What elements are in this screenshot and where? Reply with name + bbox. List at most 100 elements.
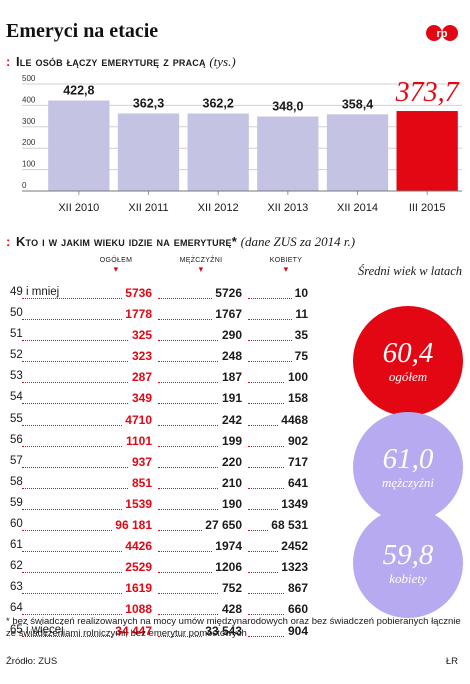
bar-value-label: 358,4 xyxy=(342,97,373,111)
dotted-leader xyxy=(158,530,242,532)
age-cell: 50 xyxy=(10,307,23,320)
men-cell: 752 xyxy=(218,581,242,596)
women-cell: 75 xyxy=(291,349,308,364)
dotted-leader xyxy=(158,424,242,426)
total-cell: 1088 xyxy=(122,602,152,617)
women-cell: 1323 xyxy=(278,560,308,575)
total-cell: 287 xyxy=(128,370,152,385)
age-cell: 59 xyxy=(10,496,23,509)
women-cell: 1349 xyxy=(278,496,308,511)
y-tick-label: 0 xyxy=(22,181,27,190)
table-row: 55 4710 242 4468 xyxy=(8,411,328,432)
men-cell: 191 xyxy=(218,391,242,406)
dotted-leader xyxy=(248,466,308,468)
age-cell: 56 xyxy=(10,433,23,446)
total-cell: 325 xyxy=(128,328,152,343)
dotted-leader xyxy=(248,635,308,637)
total-cell: 1778 xyxy=(122,307,152,322)
women-cell: 10 xyxy=(291,286,308,300)
y-tick-label: 300 xyxy=(22,117,36,126)
men-cell: 199 xyxy=(218,433,242,448)
men-cell: 428 xyxy=(218,602,242,617)
bar-value-label: 362,2 xyxy=(203,96,234,110)
dotted-leader xyxy=(248,508,308,510)
dotted-leader xyxy=(158,635,242,637)
age-cell: 53 xyxy=(10,370,23,383)
dotted-leader xyxy=(158,319,242,321)
bar-chart: 0 100 200 300 400 500 422,8 XII 2010 362,3 XII 20… xyxy=(22,74,462,214)
dotted-leader xyxy=(158,551,242,553)
age-cell: 64 xyxy=(10,602,23,615)
dotted-leader xyxy=(22,340,152,342)
x-tick-label: III 2015 xyxy=(409,202,446,214)
heading-bullet: : xyxy=(6,234,11,249)
table-row: 51 325 290 35 xyxy=(8,326,328,347)
dotted-leader xyxy=(158,466,242,468)
men-cell: 190 xyxy=(218,496,242,511)
dotted-leader xyxy=(22,382,152,384)
dotted-leader xyxy=(22,361,152,363)
average-age-label: Średni wiek w latach xyxy=(357,264,463,278)
table-row: 62 2529 1206 1323 xyxy=(8,558,328,579)
y-tick-label: 500 xyxy=(22,74,36,83)
table-heading: : Kto i w jakim wieku idzie na emeryturę… xyxy=(6,234,355,250)
x-tick-label: XII 2011 xyxy=(128,202,168,214)
average-age-total-value: 60,4 xyxy=(382,337,434,369)
dotted-leader xyxy=(248,424,308,426)
age-cell: 51 xyxy=(10,328,23,341)
average-age-total-label: ogółem xyxy=(388,369,428,384)
dotted-leader xyxy=(248,319,308,321)
dotted-leader xyxy=(158,382,242,384)
dotted-leader xyxy=(22,403,152,405)
age-cell: 63 xyxy=(10,581,23,594)
dotted-leader xyxy=(158,614,242,616)
women-cell: 717 xyxy=(284,454,308,469)
total-cell: 1101 xyxy=(122,433,152,448)
women-cell: 902 xyxy=(284,433,308,448)
average-age-women-value: 59,8 xyxy=(382,539,434,571)
men-cell: 290 xyxy=(218,328,242,343)
dotted-leader xyxy=(22,635,152,637)
dotted-leader xyxy=(248,361,308,363)
table-row: 61 4426 1974 2452 xyxy=(8,537,328,558)
table-row: 53 287 187 100 xyxy=(8,368,328,389)
source-note: Źródło: ZUS xyxy=(6,656,58,667)
total-cell: 34 447 xyxy=(112,623,152,638)
women-cell: 660 xyxy=(284,602,308,617)
table-row: 58 851 210 641 xyxy=(8,474,328,495)
dotted-leader xyxy=(158,298,242,299)
bar-value-label: 362,3 xyxy=(133,96,164,110)
women-cell: 68 531 xyxy=(268,518,308,533)
table-row: 64 1088 428 660 xyxy=(8,600,328,621)
table-row: 59 1539 190 1349 xyxy=(8,495,328,516)
bar xyxy=(396,111,458,191)
column-header-men: mężczyźni ▾ xyxy=(166,254,236,274)
table-row: 54 349 191 158 xyxy=(8,389,328,410)
men-cell: 33 543 xyxy=(202,623,242,638)
x-tick-label: XII 2013 xyxy=(267,202,308,214)
men-cell: 27 650 xyxy=(202,518,242,533)
column-header-label: mężczyźni xyxy=(179,254,223,265)
women-cell: 2452 xyxy=(278,539,308,554)
men-cell: 210 xyxy=(218,475,242,490)
dotted-leader xyxy=(248,551,308,553)
table-row: 50 1778 1767 11 xyxy=(8,305,328,326)
bar xyxy=(257,116,319,191)
chart-heading-note: (tys.) xyxy=(209,54,236,69)
women-cell: 4468 xyxy=(278,412,308,427)
author-credit: ŁR xyxy=(445,656,458,667)
chart-heading-text: Ile osób łączy emeryturę z pracą xyxy=(15,54,206,69)
table-row: 49 i mniej 5736 5726 10 xyxy=(8,284,328,305)
arrow-down-icon: ▾ xyxy=(113,264,119,274)
dotted-leader xyxy=(22,551,152,553)
dotted-leader xyxy=(22,424,152,426)
total-cell: 1539 xyxy=(122,496,152,511)
bar xyxy=(187,113,249,191)
men-cell: 1974 xyxy=(212,539,242,554)
table-row: 52 323 248 75 xyxy=(8,347,328,368)
dotted-leader xyxy=(22,298,152,299)
arrow-down-icon: ▾ xyxy=(198,264,204,274)
dotted-leader xyxy=(248,403,308,405)
x-tick-label: XII 2014 xyxy=(337,202,378,214)
age-cell: 49 i mniej xyxy=(10,286,60,298)
